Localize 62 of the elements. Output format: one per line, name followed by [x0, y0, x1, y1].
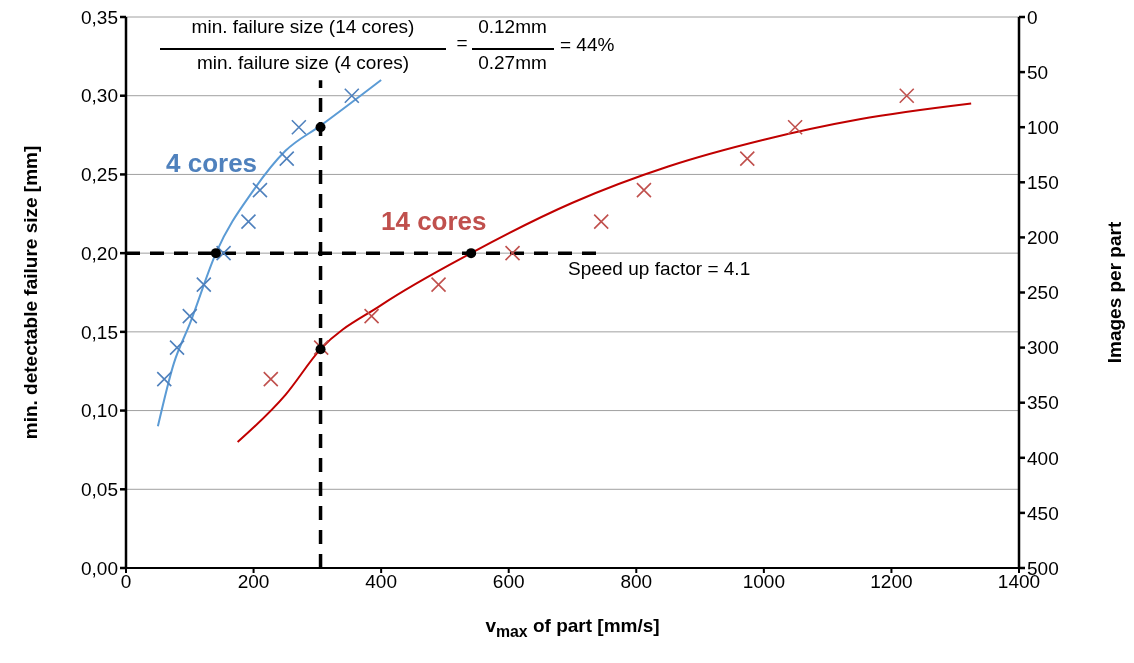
annotation: = 44% — [560, 34, 616, 56]
y2-tick-label: 150 — [1027, 172, 1059, 194]
point — [315, 122, 326, 133]
y-axis-title: min. detectable failure size [mm] — [19, 145, 41, 440]
line-series — [156, 78, 383, 428]
point — [278, 150, 295, 167]
point — [466, 248, 477, 259]
point — [156, 371, 173, 387]
y2-tick-label: 100 — [1027, 116, 1059, 138]
annotation: min. failure size (4 cores) — [195, 52, 411, 74]
y-tick-label: 0,00 — [81, 557, 118, 579]
annotation: Speed up factor = 4.1 — [568, 258, 752, 280]
point — [291, 119, 307, 135]
y2-tick-label: 0 — [1027, 6, 1038, 28]
y-tick-label: 0,20 — [81, 242, 118, 264]
y-tick-label: 0,10 — [81, 400, 118, 422]
y2-tick-label: 400 — [1027, 447, 1059, 469]
point — [315, 344, 326, 355]
x-tick-label: 200 — [237, 571, 270, 593]
y-tick-label: 0,05 — [81, 479, 118, 501]
annotation: 0.27mm — [477, 52, 548, 74]
y-tick-label: 0,25 — [81, 164, 118, 186]
point — [252, 182, 268, 198]
point — [262, 371, 279, 387]
point — [344, 87, 360, 104]
point — [636, 182, 652, 198]
point — [181, 308, 198, 324]
x-tick-label: 1000 — [742, 571, 785, 593]
x-axis-title: v$_{max}$ of part [mm/s] — [484, 615, 661, 641]
y2-tick-label: 200 — [1027, 227, 1059, 249]
y-tick-label: 0,30 — [81, 85, 118, 107]
point — [169, 339, 185, 356]
point — [787, 119, 803, 135]
y-tick-label: 0,15 — [81, 321, 118, 343]
y2-tick-label: 250 — [1027, 282, 1059, 304]
series-label: 14 cores — [381, 206, 487, 237]
point — [593, 213, 609, 230]
series-label: 4 cores — [166, 148, 258, 179]
point — [313, 339, 329, 356]
y2-tick-label: 50 — [1027, 61, 1049, 83]
x-tick-label: 0 — [120, 571, 132, 593]
point — [196, 276, 212, 293]
x-tick-label: 600 — [492, 571, 525, 593]
y2-tick-label: 300 — [1027, 337, 1059, 359]
annotation: = — [455, 32, 469, 54]
annotation: 0.12mm — [477, 16, 548, 38]
annotation: min. failure size (14 cores) — [190, 16, 416, 38]
y2-tick-label: 450 — [1027, 502, 1059, 524]
y2-tick-label: 350 — [1027, 392, 1059, 414]
y2-axis-title: Images per part — [1103, 221, 1125, 364]
point — [739, 150, 756, 167]
point — [210, 248, 221, 259]
point — [504, 245, 521, 261]
y-tick-label: 0,35 — [81, 6, 118, 28]
point — [240, 213, 257, 230]
x-tick-label: 800 — [620, 571, 653, 593]
x-tick-label: 400 — [365, 571, 397, 593]
x-tick-label: 1200 — [870, 571, 913, 593]
point — [363, 308, 380, 324]
point — [898, 87, 915, 104]
point — [430, 276, 447, 293]
point — [215, 245, 232, 261]
